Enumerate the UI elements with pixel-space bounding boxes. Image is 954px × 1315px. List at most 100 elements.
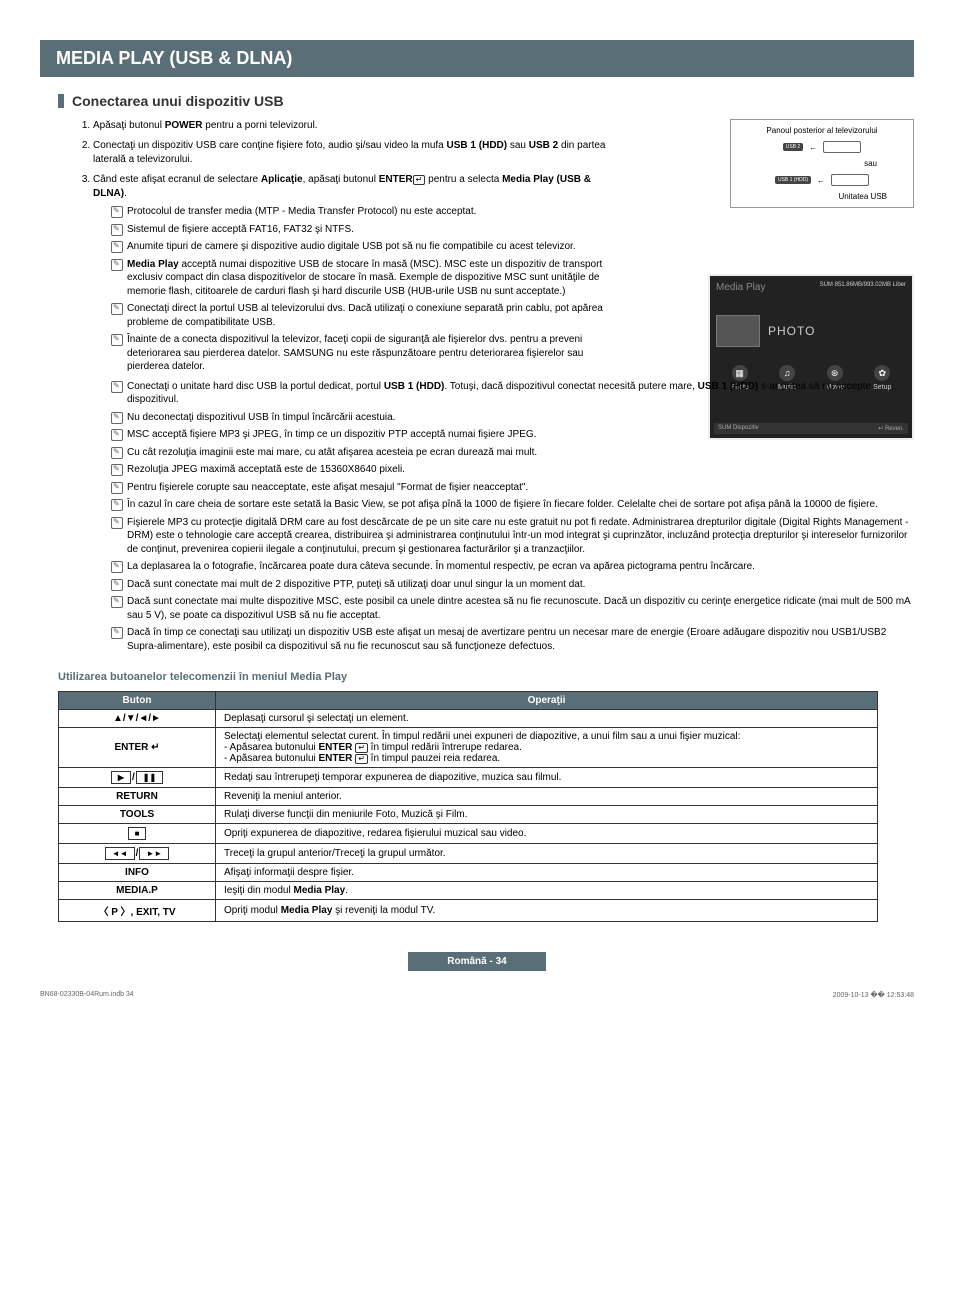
rear-panel-diagram: Panoul posterior al televizorului USB 2 … — [730, 119, 914, 208]
note-icon: ✎ — [113, 517, 120, 528]
btn-cell: TOOLS — [59, 806, 216, 824]
note: ✎Fişierele MP3 cu protecţie digitală DRM… — [111, 516, 914, 557]
btn-cell: ▲/▼/◄/► — [59, 710, 216, 728]
op-cell: Opriţi expunerea de diapozitive, redarea… — [216, 824, 878, 844]
steps-list: Apăsaţi butonul POWER pentru a porni tel… — [75, 119, 610, 374]
notes-short: ✎Protocolul de transfer media (MTP - Med… — [93, 205, 610, 374]
note-icon: ✎ — [113, 412, 120, 423]
btn-cell: ENTER ↵ — [59, 728, 216, 768]
note: ✎Pentru fişierele corupte sau neacceptat… — [111, 481, 914, 495]
section-title: Conectarea unui dispozitiv USB — [72, 93, 284, 109]
table-row: ▲/▼/◄/► Deplasaţi cursorul şi selectaţi … — [59, 710, 878, 728]
note: ✎Protocolul de transfer media (MTP - Med… — [111, 205, 610, 219]
th-ops: Operaţii — [216, 692, 878, 710]
note: ✎Media Play acceptă numai dispozitive US… — [111, 258, 610, 299]
note-icon: ✎ — [113, 561, 120, 572]
op-cell: Rulaţi diverse funcţii din meniurile Fot… — [216, 806, 878, 824]
note: ✎Nu deconectaţi dispozitivul USB în timp… — [111, 411, 914, 425]
btn-cell: MEDIA.P — [59, 882, 216, 900]
note: ✎Dacă sunt conectate mai multe dispoziti… — [111, 595, 914, 622]
table-row: ▶/❚❚ Redaţi sau întrerupeţi temporar exp… — [59, 768, 878, 788]
table-row: ENTER ↵ Selectaţi elementul selectat cur… — [59, 728, 878, 768]
forward-icon: ►► — [139, 847, 169, 860]
note-icon: ✎ — [113, 627, 120, 638]
note: ✎Conectaţi o unitate hard disc USB la po… — [111, 380, 914, 407]
btn-cell: 〈 P 〉, EXIT, TV — [59, 900, 216, 922]
table-row: ■ Opriţi expunerea de diapozitive, redar… — [59, 824, 878, 844]
note-icon: ✎ — [113, 381, 120, 392]
op-cell: Reveniţi la meniul anterior. — [216, 788, 878, 806]
note-icon: ✎ — [113, 579, 120, 590]
btn-cell: RETURN — [59, 788, 216, 806]
notes-wide: ✎Conectaţi o unitate hard disc USB la po… — [75, 380, 914, 654]
step-1: Apăsaţi butonul POWER pentru a porni tel… — [93, 119, 610, 133]
note: ✎Dacă sunt conectate mai mult de 2 dispo… — [111, 578, 914, 592]
doc-timestamp: 2009-10-13 �� 12:53:48 — [833, 991, 914, 999]
mp-sum: SUM — [820, 282, 833, 288]
note-icon: ✎ — [113, 303, 120, 314]
step-2: Conectaţi un dispozitiv USB care conţine… — [93, 139, 610, 167]
port-slot-icon — [831, 174, 869, 186]
header-title: MEDIA PLAY (USB & DLNA) — [56, 48, 292, 68]
btn-cell: ▶/❚❚ — [59, 768, 216, 788]
note-icon: ✎ — [113, 429, 120, 440]
sau-label: sau — [737, 159, 907, 168]
photo-row: PHOTO — [716, 315, 906, 347]
th-button: Buton — [59, 692, 216, 710]
section-title-wrap: Conectarea unui dispozitiv USB — [58, 93, 914, 109]
table-row: 〈 P 〉, EXIT, TV Opriţi modul Media Play … — [59, 900, 878, 922]
remote-table: Buton Operaţii ▲/▼/◄/► Deplasaţi cursoru… — [58, 691, 878, 922]
table-row: INFO Afişaţi informaţii despre fişier. — [59, 864, 878, 882]
btn-cell: ◄◄/►► — [59, 844, 216, 864]
photo-label: PHOTO — [768, 324, 815, 338]
op-cell: Ieşiţi din modul Media Play. — [216, 882, 878, 900]
note-icon: ✎ — [113, 259, 120, 270]
note: ✎Înainte de a conecta dispozitivul la te… — [111, 333, 610, 374]
note: ✎Dacă în timp ce conectaţi sau utilizaţi… — [111, 626, 914, 653]
note-icon: ✎ — [113, 464, 120, 475]
play-icon: ▶ — [111, 771, 131, 784]
content-area: Panoul posterior al televizorului USB 2 … — [75, 119, 914, 653]
step-3: Când este afişat ecranul de selectare Ap… — [93, 173, 610, 374]
op-cell: Redaţi sau întrerupeţi temporar expunere… — [216, 768, 878, 788]
note: ✎Rezoluţia JPEG maximă acceptată este de… — [111, 463, 914, 477]
table-row: TOOLS Rulaţi diverse funcţii din meniuri… — [59, 806, 878, 824]
arrow-icon: ← — [817, 176, 825, 185]
note-icon: ✎ — [113, 447, 120, 458]
note-icon: ✎ — [113, 241, 120, 252]
port-label-usb1: USB 1 (HDD) — [775, 176, 811, 184]
rewind-icon: ◄◄ — [105, 847, 135, 860]
port-row-1: USB 2 ← — [737, 141, 907, 153]
table-row: ◄◄/►► Treceţi la grupul anterior/Treceţi… — [59, 844, 878, 864]
page-header: MEDIA PLAY (USB & DLNA) — [40, 40, 914, 77]
op-cell: Deplasaţi cursorul şi selectaţi un eleme… — [216, 710, 878, 728]
note-icon: ✎ — [113, 482, 120, 493]
left-column: Apăsaţi butonul POWER pentru a porni tel… — [75, 119, 610, 374]
page-footer: Română - 34 — [408, 952, 546, 971]
print-footer: BN68-02330B-04Rum.indb 34 2009-10-13 �� … — [40, 991, 914, 999]
op-cell: Afişaţi informaţii despre fişier. — [216, 864, 878, 882]
port-label-usb2: USB 2 — [783, 143, 803, 151]
port-row-2: USB 1 (HDD) ← — [737, 174, 907, 186]
doc-filename: BN68-02330B-04Rum.indb 34 — [40, 991, 134, 999]
btn-cell: INFO — [59, 864, 216, 882]
arrow-icon: ← — [809, 143, 817, 152]
note: ✎Sistemul de fişiere acceptă FAT16, FAT3… — [111, 223, 610, 237]
stop-icon: ■ — [128, 827, 147, 840]
rear-panel-caption: Panoul posterior al televizorului — [737, 126, 907, 135]
note: ✎La deplasarea la o fotografie, încărcar… — [111, 560, 914, 574]
note: ✎Cu cât rezoluţia imaginii este mai mare… — [111, 446, 914, 460]
mp-size: 851.86MB/993.02MB Liber — [835, 282, 906, 288]
note-icon: ✎ — [113, 224, 120, 235]
note-icon: ✎ — [113, 334, 120, 345]
note-icon: ✎ — [113, 596, 120, 607]
photo-thumb-icon — [716, 315, 760, 347]
port-slot-icon — [823, 141, 861, 153]
note-icon: ✎ — [113, 206, 120, 217]
note: ✎Anumite tipuri de camere şi dispozitive… — [111, 240, 610, 254]
btn-cell: ■ — [59, 824, 216, 844]
note: ✎Conectaţi direct la portul USB al telev… — [111, 302, 610, 329]
table-row: RETURN Reveniţi la meniul anterior. — [59, 788, 878, 806]
note: ✎MSC acceptă fişiere MP3 şi JPEG, în tim… — [111, 428, 914, 442]
mp-title: Media Play — [716, 282, 765, 293]
